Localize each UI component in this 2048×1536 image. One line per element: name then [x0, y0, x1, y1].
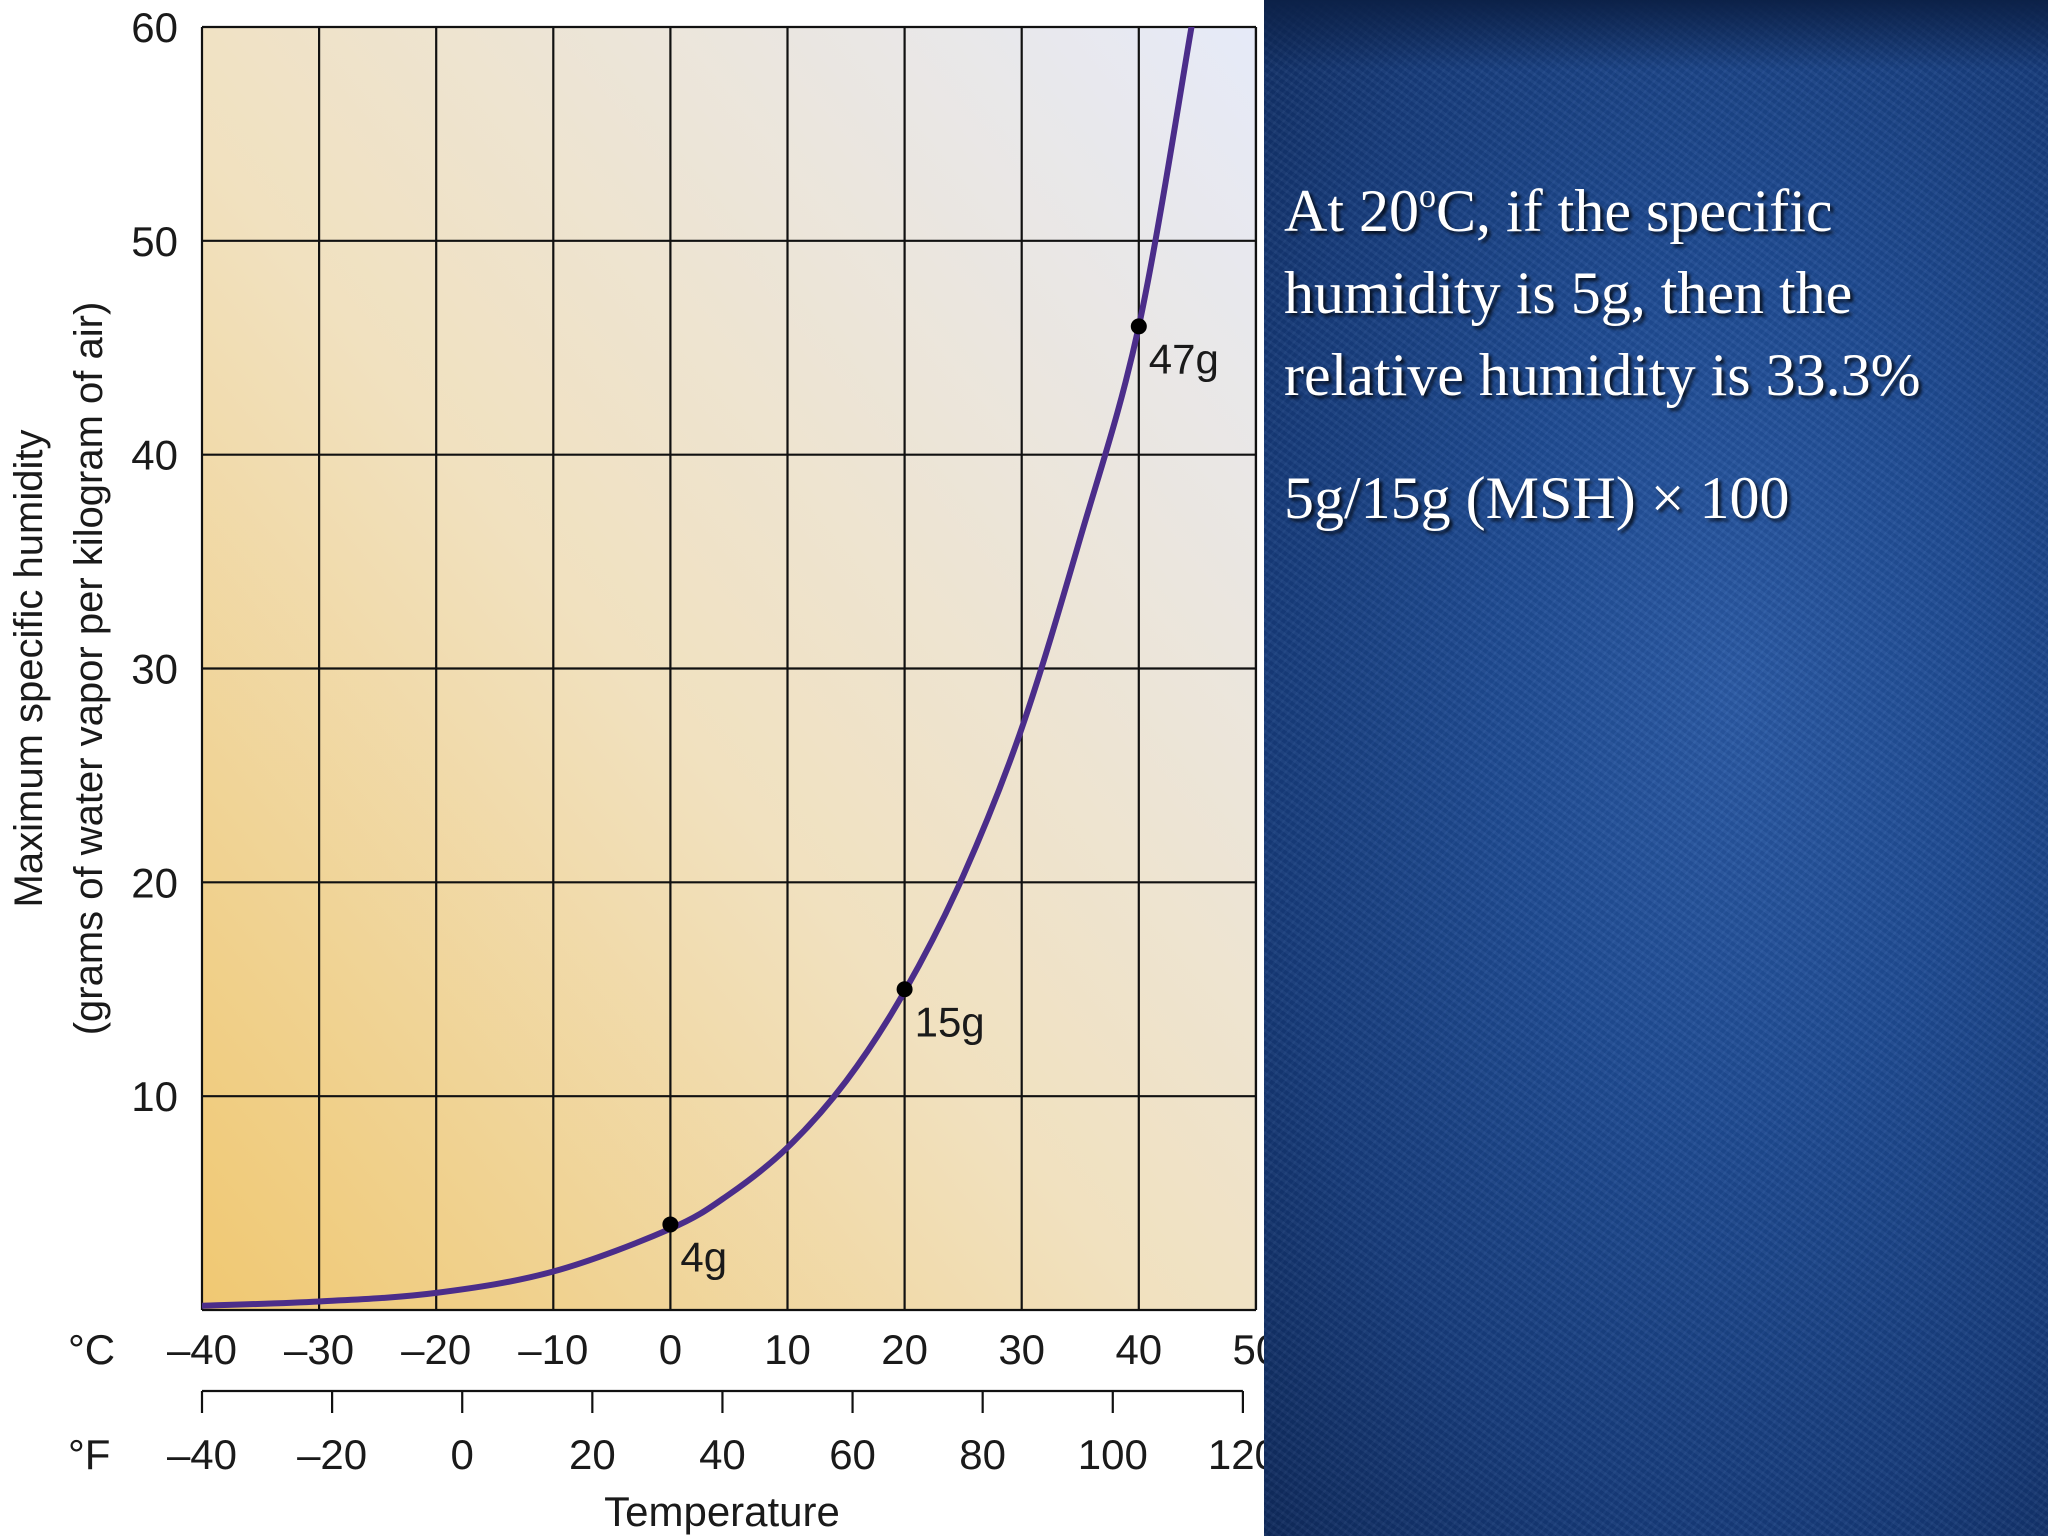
data-point [896, 981, 913, 998]
celsius-tick-label: –10 [518, 1326, 588, 1373]
celsius-tick-label: –40 [167, 1326, 237, 1373]
y-tick-label: 10 [131, 1073, 178, 1120]
line2: humidity is 5g, then the [1284, 260, 1853, 326]
celsius-tick-label: 50 [1233, 1326, 1264, 1373]
data-point-label: 47g [1149, 335, 1219, 382]
fahrenheit-tick-label: 20 [569, 1431, 616, 1478]
y-axis-title: Maximum specific humidity [7, 430, 51, 908]
chart-svg: 10 20 30 40 50 60 Maximum specific humidity (gr… [7, 4, 1264, 1535]
celsius-unit-label: °C [68, 1326, 115, 1373]
celsius-tick-label: –20 [401, 1326, 471, 1373]
fahrenheit-tick-label: 100 [1078, 1431, 1148, 1478]
data-point [1130, 318, 1147, 335]
humidity-chart: 10 20 30 40 50 60 Maximum specific humidity (gr… [7, 4, 1264, 1535]
celsius-tick-label: 0 [659, 1326, 682, 1373]
fahrenheit-tick-label: 40 [699, 1431, 746, 1478]
y-tick-label: 50 [131, 218, 178, 265]
x-axis-title: Temperature [604, 1488, 840, 1535]
fahrenheit-unit-label: °F [68, 1431, 110, 1478]
data-point [662, 1216, 679, 1233]
y-axis-subtitle: (grams of water vapor per kilogram of ai… [67, 302, 111, 1036]
celsius-tick-label: 20 [881, 1326, 928, 1373]
data-point-label: 4g [680, 1233, 727, 1280]
saturation-curve [202, 27, 1195, 1309]
y-tick-label: 20 [131, 859, 178, 906]
celsius-tick-label: 30 [998, 1326, 1045, 1373]
grid [200, 25, 1258, 1312]
fahrenheit-tick-label: 0 [451, 1431, 474, 1478]
celsius-tick-label: 40 [1115, 1326, 1162, 1373]
line1-end: C, if the specific [1436, 178, 1833, 244]
line1-start: At 20 [1284, 178, 1419, 244]
y-tick-label: 30 [131, 646, 178, 693]
slide-text-panel: At 20oC, if the specific humidity is 5g,… [1264, 0, 2048, 1536]
celsius-tick-label: –30 [284, 1326, 354, 1373]
relative-humidity-explanation: At 20oC, if the specific humidity is 5g,… [1284, 170, 2044, 416]
fahrenheit-tick-label: –20 [297, 1431, 367, 1478]
fahrenheit-tick-label: 120 [1208, 1431, 1264, 1478]
line3: relative humidity is 33.3% [1284, 342, 1921, 408]
fahrenheit-tick-label: 80 [959, 1431, 1006, 1478]
y-tick-label: 40 [131, 432, 178, 479]
y-tick-label: 60 [131, 4, 178, 51]
celsius-tick-label: 10 [764, 1326, 811, 1373]
degree-superscript: o [1419, 178, 1436, 215]
data-point-label: 15g [915, 998, 985, 1045]
formula-text: 5g/15g (MSH) × 100 [1284, 465, 1790, 531]
fahrenheit-tick-label: –40 [167, 1431, 237, 1478]
fahrenheit-tick-label: 60 [829, 1431, 876, 1478]
